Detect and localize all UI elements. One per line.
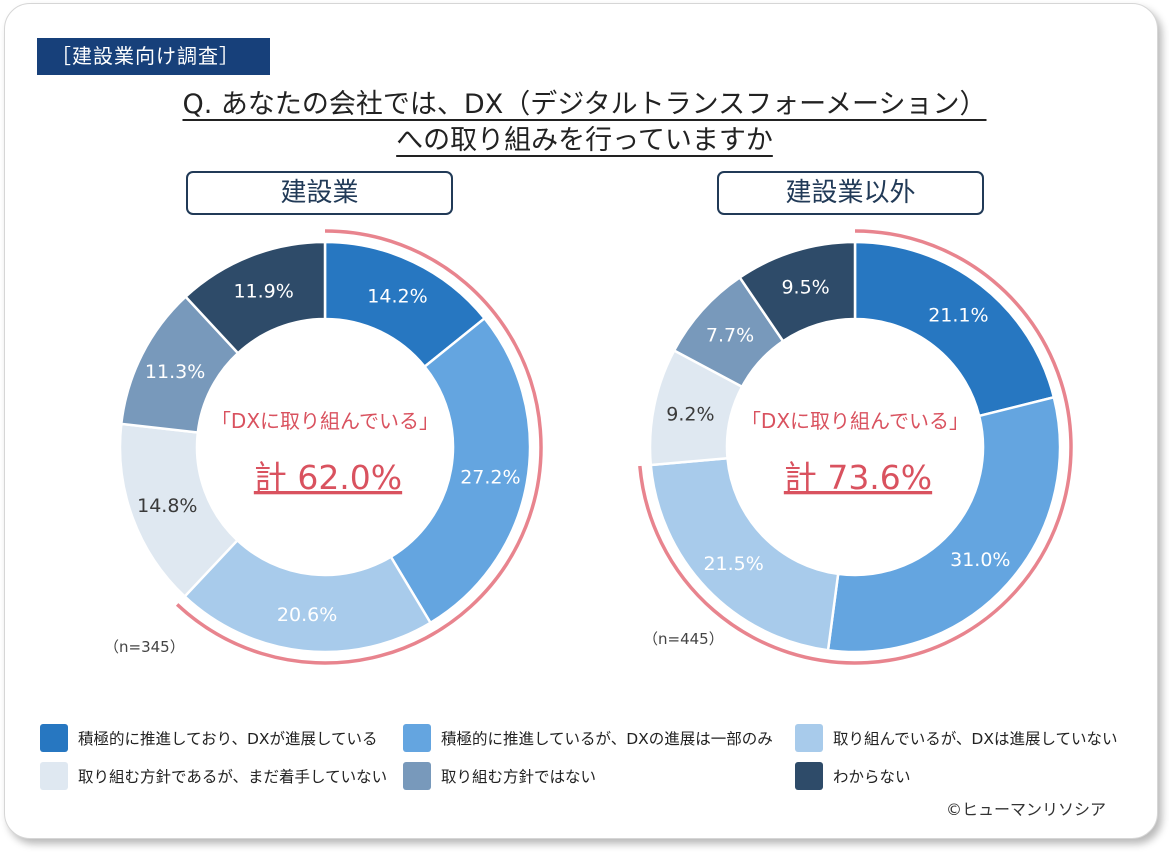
highlight-arc	[638, 229, 1073, 665]
legend-swatch-1	[40, 724, 68, 752]
legend-item-2: 積極的に推進しているが、DXの進展は一部のみ	[403, 723, 773, 753]
slice-value-label: 9.5%	[781, 276, 829, 298]
sample-size-non-construction: （n=445）	[643, 630, 724, 648]
slice-value-label: 14.2%	[367, 285, 427, 307]
legend-label-2: 積極的に推進しているが、DXの進展は一部のみ	[441, 730, 773, 748]
donut-slice	[738, 240, 857, 343]
question-text-1: Q. あなたの会社では、DX（デジタルトランスフォーメーション）	[182, 89, 987, 120]
slice-value-label: 21.1%	[928, 305, 988, 327]
legend-label-1: 積極的に推進しており、DXが進展している	[78, 730, 378, 748]
question-line-2: への取り組みを行っていますか	[0, 118, 1169, 157]
chart-title-non-construction: 建設業以外	[717, 171, 984, 215]
slice-value-label: 31.0%	[950, 549, 1010, 571]
center-total: 計 73.6%	[784, 458, 932, 497]
legend-swatch-2	[403, 724, 431, 752]
question-line-1: Q. あなたの会社では、DX（デジタルトランスフォーメーション）	[0, 82, 1169, 121]
legend-label-4: 取り組む方針であるが、まだ着手していない	[78, 768, 388, 786]
donut-chart-1: 14.2% 27.2% 20.6% 14.8% 11.3% 11.9% 「DXに取り組んでい…	[118, 229, 543, 665]
donut-slice	[826, 395, 1062, 654]
question-text-2: への取り組みを行っていますか	[396, 125, 773, 156]
slice-value-label: 20.6%	[277, 604, 337, 626]
center-label: 「DXに取り組んでいる」	[211, 409, 439, 433]
slice-value-label: 11.9%	[233, 281, 293, 303]
slice-value-label: 27.2%	[460, 466, 520, 488]
legend-item-5: 取り組む方針ではない	[403, 761, 596, 791]
center-total: 計 62.0%	[254, 458, 402, 497]
legend-swatch-3	[795, 724, 823, 752]
sample-size-construction: （n=345）	[104, 638, 185, 656]
center-label: 「DXに取り組んでいる」	[741, 409, 969, 433]
legend-item-1: 積極的に推進しており、DXが進展している	[40, 723, 378, 753]
slice-value-label: 7.7%	[706, 325, 754, 347]
donut-slice	[183, 240, 327, 355]
legend-label-6: わからない	[833, 768, 911, 786]
legend-swatch-5	[403, 762, 431, 790]
legend-swatch-6	[795, 762, 823, 790]
legend-swatch-4	[40, 762, 68, 790]
survey-tag: ［建設業向け調査］	[37, 38, 270, 75]
donut-slice	[182, 538, 433, 654]
legend-item-4: 取り組む方針であるが、まだ着手していない	[40, 761, 387, 791]
donut-slice	[853, 240, 1056, 418]
slice-value-label: 21.5%	[703, 553, 763, 575]
slice-value-label: 9.2%	[666, 403, 714, 425]
chart-title-construction: 建設業	[186, 171, 453, 215]
highlight-arc	[175, 229, 543, 665]
donut-chart-2: 21.1% 31.0% 21.5% 9.2% 7.7% 9.5% 「DXに取り組んでいる」計…	[638, 229, 1073, 665]
legend-item-6: わからない	[795, 761, 911, 791]
legend-label-3: 取り組んでいるが、DXは進展していない	[833, 730, 1118, 748]
slice-value-label: 11.3%	[145, 361, 205, 383]
legend-label-5: 取り組む方針ではない	[441, 768, 597, 786]
donut-slice	[389, 316, 532, 625]
donut-slice	[649, 456, 840, 652]
legend-item-3: 取り組んでいるが、DXは進展していない	[795, 723, 1118, 753]
slice-value-label: 14.8%	[137, 495, 197, 517]
copyright-text: ©ヒューマンリソシア	[946, 800, 1107, 819]
